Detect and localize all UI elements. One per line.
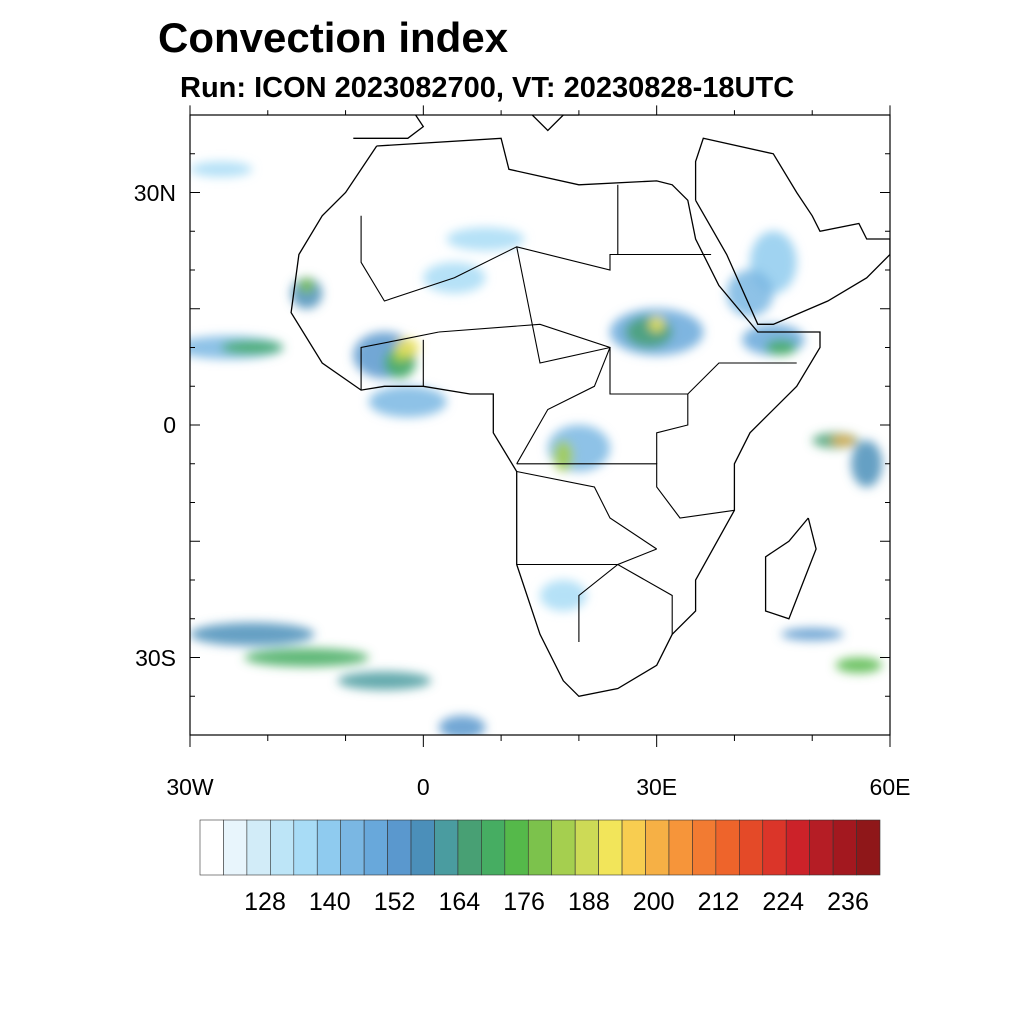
convection-field: [190, 161, 883, 735]
lon-tick-label: 30W: [166, 774, 214, 800]
colorbar-label: 140: [308, 888, 351, 916]
lat-tick-label: 30N: [133, 179, 176, 206]
convection-cell: [438, 715, 486, 735]
colorbar-swatch: [434, 819, 459, 876]
convection-cell: [765, 339, 797, 356]
colorbar-swatch: [223, 819, 248, 876]
convection-cell: [539, 579, 587, 612]
convection-cell: [625, 316, 673, 348]
colorbar-swatch: [785, 819, 810, 876]
colorbar-label: 152: [373, 888, 416, 916]
convection-cell: [781, 628, 844, 641]
colorbar-label: 236: [827, 888, 869, 916]
colorbar: [199, 819, 881, 876]
lat-tick-label: 0: [163, 412, 176, 438]
colorbar-label: 188: [568, 888, 610, 916]
convection-cell: [298, 277, 315, 294]
convection-cell: [244, 648, 370, 667]
colorbar-swatch: [340, 819, 365, 876]
colorbar-swatch: [692, 819, 717, 876]
africa-coastline: [290, 137, 821, 698]
colorbar-label: 200: [632, 888, 675, 916]
colorbar-swatch: [270, 819, 295, 876]
convection-cell: [851, 440, 883, 488]
country-border: [360, 215, 712, 302]
colorbar-swatch: [668, 819, 693, 876]
colorbar-swatch: [316, 819, 341, 876]
colorbar-swatch: [574, 819, 599, 876]
colorbar-swatch: [809, 819, 834, 876]
colorbar-label: 164: [438, 888, 481, 916]
country-border: [516, 563, 673, 635]
axis-ticks: [189, 105, 891, 747]
country-border: [516, 463, 735, 519]
country-border: [360, 331, 440, 391]
colorbar-swatch: [293, 819, 318, 876]
lat-tick-label: 30S: [135, 644, 176, 671]
country-border: [578, 548, 657, 642]
colorbar-label: 128: [244, 888, 286, 916]
colorbar-swatch: [621, 819, 646, 876]
convection-cell: [835, 657, 883, 674]
coastlines: [290, 115, 890, 698]
convection-cell: [831, 435, 856, 446]
colorbar-swatch: [715, 819, 740, 876]
colorbar-swatch: [457, 819, 482, 876]
colorbar-swatch: [832, 819, 857, 876]
convection-cell: [221, 340, 284, 355]
country-border: [516, 470, 658, 550]
convection-cell: [190, 622, 315, 646]
colorbar-label: 212: [697, 888, 740, 916]
madagascar-coastline: [764, 517, 817, 620]
convection-cell: [337, 671, 432, 691]
convection-cell: [726, 269, 774, 317]
lon-tick-label: 0: [416, 774, 430, 800]
colorbar-label: 224: [762, 888, 805, 916]
lon-tick-label: 30E: [636, 774, 678, 800]
lon-tick-label: 60E: [869, 774, 911, 800]
colorbar-swatch: [363, 819, 388, 876]
country-border: [516, 246, 797, 395]
colorbar-swatch: [739, 819, 764, 876]
colorbar-swatch: [504, 819, 529, 876]
colorbar-swatch: [551, 819, 576, 876]
colorbar-swatch: [762, 819, 787, 876]
colorbar-swatch: [481, 819, 506, 876]
colorbar-swatch: [199, 819, 224, 876]
country-border: [438, 323, 611, 465]
convection-cell: [368, 386, 447, 418]
convection-cell: [446, 227, 525, 251]
colorbar-swatch: [410, 819, 435, 876]
colorbar-swatch: [246, 819, 271, 876]
colorbar-label: 176: [503, 888, 545, 916]
chart-subtitle: Run: ICON 2023082700, VT: 20230828-18UTC: [180, 72, 795, 104]
europe-coastline: [353, 115, 579, 139]
convection-cell: [553, 440, 574, 472]
chart-title: Convection index: [158, 14, 509, 61]
convection-cell: [648, 316, 665, 333]
arabia-coastline: [694, 137, 890, 325]
colorbar-swatch: [598, 819, 623, 876]
colorbar-swatch: [387, 819, 412, 876]
colorbar-swatch: [527, 819, 553, 876]
convection-cell: [190, 161, 253, 178]
convection-cell: [396, 338, 420, 357]
colorbar-swatch: [645, 819, 670, 876]
country-border: [656, 394, 689, 464]
colorbar-swatch: [856, 819, 881, 876]
